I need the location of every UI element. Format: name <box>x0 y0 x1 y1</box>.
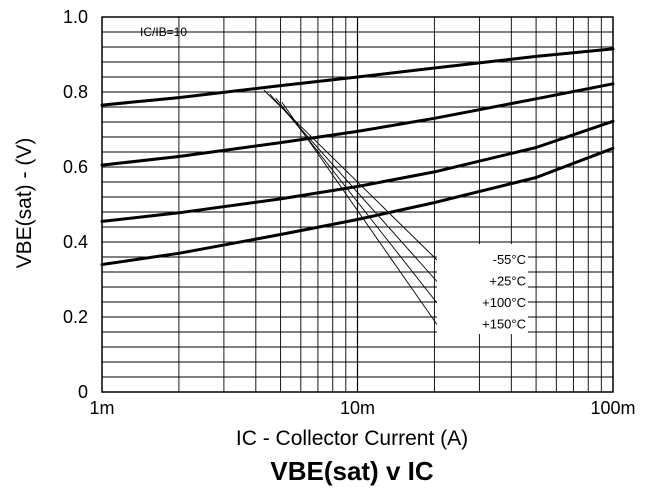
legend-label-3: +150°C <box>482 317 526 332</box>
chart-grid <box>102 17 613 392</box>
y-tick-label: 0.2 <box>63 307 88 327</box>
series-line-3 <box>100 146 615 266</box>
y-tick-label: 0.4 <box>63 232 88 252</box>
y-tick-label: 1.0 <box>63 7 88 27</box>
chart-series <box>100 47 615 266</box>
x-tick-label: 10m <box>340 398 375 418</box>
ic-ib-annotation: IC/IB=10 <box>140 25 187 39</box>
series-line-1 <box>100 82 615 167</box>
legend-background <box>437 244 528 334</box>
legend-pointer-3 <box>281 101 438 325</box>
y-axis-label: VBE(sat) - (V) <box>13 138 36 269</box>
chart-title: VBE(sat) v IC <box>270 456 433 486</box>
legend-pointer-lines <box>263 89 438 325</box>
y-tick-label: 0.6 <box>63 157 88 177</box>
y-tick-label: 0 <box>78 382 88 402</box>
tick-labels: 0 0.2 0.4 0.6 0.8 1.0 1m 10m 100m <box>63 7 636 418</box>
series-line-0 <box>100 47 615 107</box>
x-axis-label: IC - Collector Current (A) <box>236 427 468 450</box>
legend-label-0: -55°C <box>493 252 526 267</box>
legend-label-2: +100°C <box>482 295 526 310</box>
legend: -55°C +25°C +100°C +150°C <box>437 244 528 334</box>
y-tick-label: 0.8 <box>63 82 88 102</box>
legend-label-1: +25°C <box>489 274 526 289</box>
plot-frame <box>101 16 614 393</box>
x-tick-label: 100m <box>590 398 635 418</box>
x-tick-label: 1m <box>89 398 114 418</box>
series-line-2 <box>100 119 615 223</box>
